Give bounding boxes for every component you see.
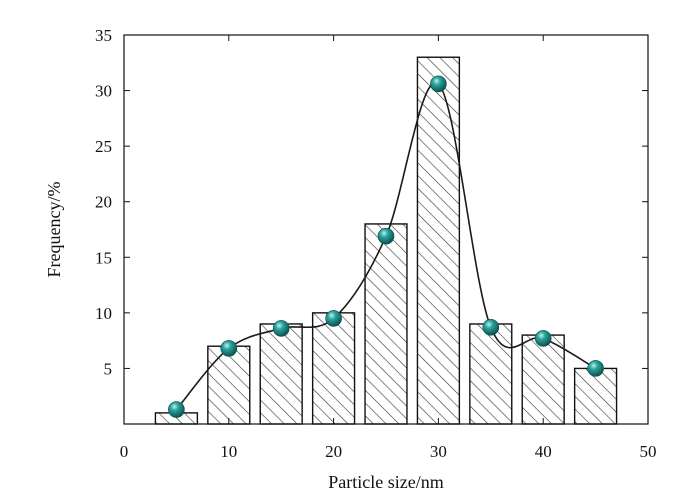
y-tick-label-15: 15: [95, 248, 112, 267]
y-tick-label-25: 25: [95, 137, 112, 156]
curve-point-25nm: [377, 227, 395, 245]
bar-30nm: [416, 56, 461, 425]
bar-45nm: [573, 367, 618, 425]
y-tick-label-5: 5: [104, 359, 113, 378]
bar-15nm: [259, 323, 303, 425]
curve-layer: [175, 81, 596, 411]
y-tick-label-20: 20: [95, 193, 112, 212]
bar-25nm: [364, 223, 408, 425]
y-tick-label-10: 10: [95, 304, 112, 323]
distribution-curve: [175, 81, 596, 411]
y-tick-label-35: 35: [95, 26, 112, 45]
bar-20nm: [311, 312, 356, 425]
curve-point-5nm: [168, 401, 185, 418]
curve-point-35nm: [482, 319, 500, 336]
x-tick-label-20: 20: [325, 442, 342, 461]
bar-40nm: [521, 334, 565, 425]
plot-frame: [123, 34, 649, 425]
x-axis-label: Particle size/nm: [328, 472, 443, 492]
x-tick-label-30: 30: [430, 442, 447, 461]
curve-point-30nm: [430, 75, 447, 93]
x-tick-label-10: 10: [220, 442, 237, 461]
bar-35nm: [469, 323, 513, 425]
bars-layer: [154, 56, 618, 425]
x-tick-label-0: 0: [120, 442, 129, 461]
bar-10nm: [207, 345, 251, 425]
y-tick-label-30: 30: [95, 82, 112, 101]
curve-point-45nm: [587, 360, 604, 377]
curve-point-40nm: [534, 330, 552, 347]
curve-point-15nm: [272, 320, 290, 337]
y-axis-label: Frequency/%: [44, 182, 64, 278]
x-tick-label-50: 50: [640, 442, 657, 461]
curve-point-20nm: [325, 310, 342, 327]
curve-point-10nm: [220, 340, 238, 357]
x-tick-label-40: 40: [535, 442, 552, 461]
markers-layer: [168, 75, 604, 418]
ticks-layer: 0 10 20 30 40 50 5 10 15 20 25 30 35: [95, 26, 657, 461]
